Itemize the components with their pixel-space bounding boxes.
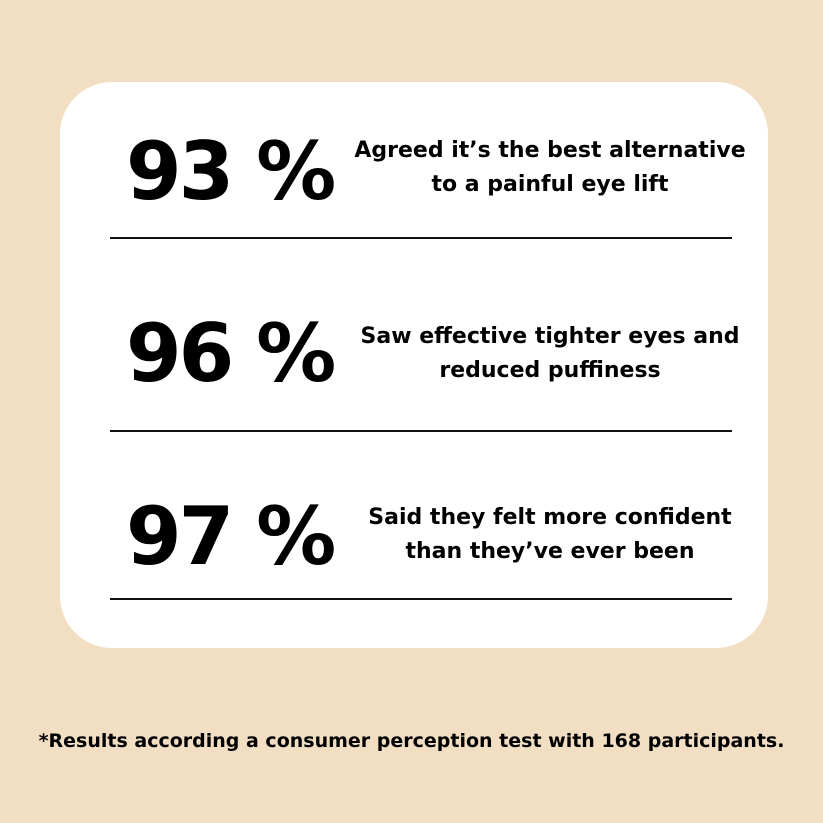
stat-description: Said they felt more confident than they’… xyxy=(340,501,760,569)
stats-card: 93 % Agreed it’s the best alternative to… xyxy=(60,82,768,648)
stat-description: Agreed it’s the best alternative to a pa… xyxy=(340,134,760,202)
stat-value: 93 % xyxy=(126,125,336,218)
divider xyxy=(110,430,732,432)
divider xyxy=(110,237,732,239)
divider xyxy=(110,598,732,600)
stat-text-line: Saw effective tighter eyes and xyxy=(360,324,740,349)
stat-text-line: than they’ve ever been xyxy=(405,539,695,564)
stat-text-line: Agreed it’s the best alternative xyxy=(354,138,746,163)
footnote: *Results according a consumer perception… xyxy=(38,730,785,752)
stat-value: 97 % xyxy=(126,490,336,583)
stat-text-line: reduced puffiness xyxy=(439,358,661,383)
stat-text-line: Said they felt more confident xyxy=(368,505,732,530)
stat-description: Saw effective tighter eyes and reduced p… xyxy=(340,320,760,388)
stat-value: 96 % xyxy=(126,307,336,400)
stat-text-line: to a painful eye lift xyxy=(431,172,669,197)
